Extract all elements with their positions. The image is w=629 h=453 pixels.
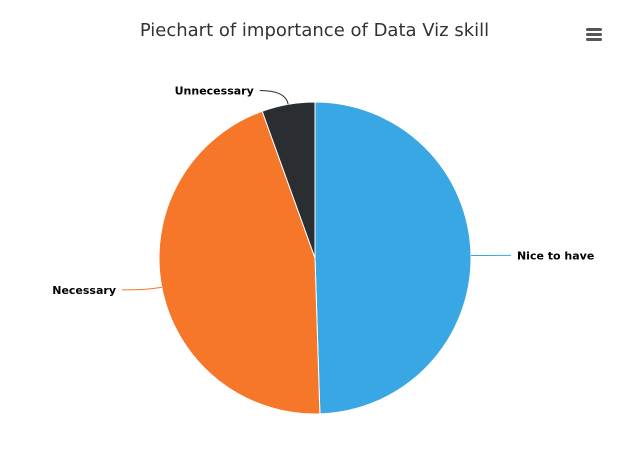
chart-context-menu-button[interactable] bbox=[582, 24, 606, 46]
data-labels: Nice to have Necessary Unnecessary bbox=[52, 85, 594, 297]
data-label-nice-to-have: Nice to have bbox=[517, 249, 594, 262]
hamburger-menu-icon bbox=[582, 24, 606, 46]
pie-slice-nice-to-have[interactable] bbox=[314, 101, 472, 415]
data-label-necessary: Necessary bbox=[52, 284, 116, 297]
pie-slice-unnecessary[interactable] bbox=[261, 101, 316, 259]
data-label-unnecessary: Unnecessary bbox=[175, 85, 254, 98]
pie-slice-necessary[interactable] bbox=[158, 110, 321, 415]
connector-unnecessary bbox=[259, 90, 289, 105]
pie-slices bbox=[158, 101, 472, 415]
label-connectors bbox=[122, 90, 511, 291]
chart-title: Piechart of importance of Data Viz skill bbox=[139, 20, 490, 41]
connector-necessary bbox=[122, 286, 162, 291]
